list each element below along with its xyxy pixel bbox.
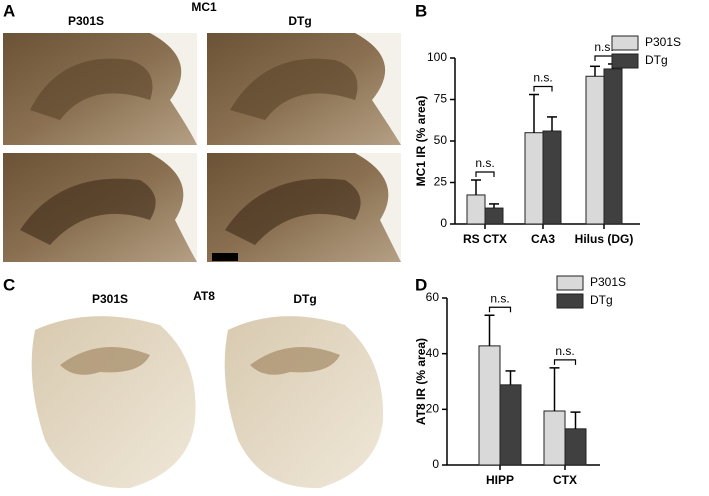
micrograph-detail bbox=[20, 178, 156, 245]
micrograph-bg bbox=[150, 33, 197, 145]
brain-slice bbox=[224, 316, 384, 489]
legend-label: DTg bbox=[590, 293, 613, 307]
significance-bracket bbox=[533, 85, 553, 92]
y-axis-label: AT8 IR (% area) bbox=[414, 338, 428, 425]
x-tick-label: HIPP bbox=[486, 473, 514, 487]
column-label: P301S bbox=[92, 292, 128, 306]
micrographs-c bbox=[31, 316, 384, 489]
micrograph-detail bbox=[230, 58, 358, 120]
legend-label: P301S bbox=[590, 275, 626, 289]
scale-bar bbox=[212, 253, 238, 261]
annotation: n.s. bbox=[555, 344, 574, 358]
bar bbox=[564, 428, 587, 466]
slice-detail bbox=[250, 347, 340, 375]
legend-swatch bbox=[611, 53, 639, 69]
column-label: DTg bbox=[293, 292, 316, 306]
y-tick-label: 100 bbox=[427, 50, 447, 64]
bar bbox=[499, 384, 522, 466]
y-tick-label: 60 bbox=[426, 290, 440, 304]
significance-bracket bbox=[553, 359, 577, 365]
y-tick-label: 0 bbox=[432, 457, 439, 471]
bar bbox=[585, 75, 605, 225]
column-label: DTg bbox=[288, 14, 311, 28]
bar bbox=[603, 68, 623, 225]
slice-detail bbox=[60, 347, 150, 375]
micrographs-a bbox=[3, 33, 401, 262]
x-tick-label: CA3 bbox=[531, 232, 555, 246]
legend-swatch bbox=[556, 293, 584, 309]
y-tick-label: 50 bbox=[434, 133, 448, 147]
micrograph-bg bbox=[355, 153, 401, 262]
bar bbox=[484, 207, 504, 225]
micrograph-bg bbox=[150, 153, 197, 262]
panel-label: A bbox=[3, 1, 15, 20]
micrograph-bg bbox=[355, 33, 401, 145]
annotation: n.s. bbox=[475, 156, 494, 170]
bar bbox=[524, 132, 544, 225]
bar bbox=[542, 130, 562, 225]
panel-label: B bbox=[415, 1, 427, 20]
micrograph-detail bbox=[225, 178, 361, 245]
annotation: n.s. bbox=[490, 291, 509, 305]
column-label: P301S bbox=[68, 14, 104, 28]
annotation: n.s. bbox=[533, 71, 552, 85]
legend-swatch bbox=[611, 35, 639, 51]
y-tick-label: 20 bbox=[426, 402, 440, 416]
significance-bracket bbox=[488, 306, 512, 313]
significance-bracket bbox=[594, 55, 614, 61]
panel-title: MC1 bbox=[191, 0, 217, 14]
y-tick-label: 0 bbox=[440, 216, 447, 230]
bar bbox=[478, 345, 501, 466]
x-tick-label: Hilus (DG) bbox=[575, 232, 634, 246]
panel-title: AT8 bbox=[193, 289, 215, 303]
x-tick-label: RS CTX bbox=[463, 232, 507, 246]
legend-swatch bbox=[556, 275, 584, 291]
legend-label: P301S bbox=[645, 35, 681, 49]
panel-label: C bbox=[3, 275, 15, 294]
micrograph-detail bbox=[30, 58, 153, 120]
brain-slice bbox=[31, 316, 196, 489]
bar bbox=[543, 410, 566, 466]
y-axis-label: MC1 IR (% area) bbox=[414, 96, 428, 187]
x-tick-label: CTX bbox=[553, 473, 577, 487]
panel-label: D bbox=[415, 275, 427, 294]
y-tick-label: 40 bbox=[426, 346, 440, 360]
bar bbox=[466, 194, 486, 225]
legend-label: DTg bbox=[645, 53, 668, 67]
annotation: n.s. bbox=[594, 40, 613, 54]
y-tick-label: 25 bbox=[434, 175, 448, 189]
y-tick-label: 75 bbox=[434, 92, 448, 106]
significance-bracket bbox=[475, 171, 495, 178]
